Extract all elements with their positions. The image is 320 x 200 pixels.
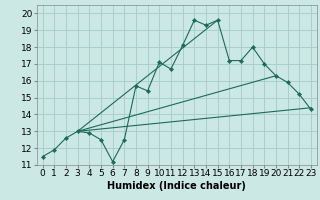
X-axis label: Humidex (Indice chaleur): Humidex (Indice chaleur)	[108, 181, 246, 191]
